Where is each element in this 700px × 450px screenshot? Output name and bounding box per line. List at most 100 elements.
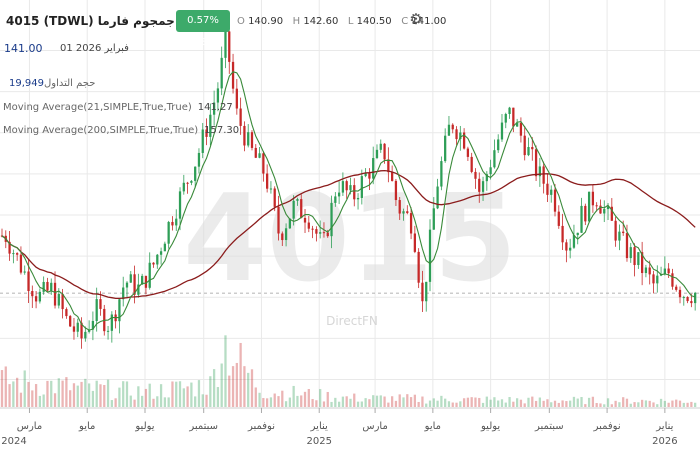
candle-body [417,251,420,283]
candle-body [455,129,458,140]
candle-body [247,132,250,146]
volume-bar [637,402,640,407]
volume-bar [216,387,220,407]
volume-bar [99,384,102,407]
candle-body [337,192,341,197]
candle-body [686,297,689,302]
candle-body [133,274,136,295]
volume-bar [296,395,299,407]
volume-bar [345,396,348,407]
candle-body [629,247,632,259]
candle-body [368,172,371,179]
candle-body [349,185,352,191]
volume-bar [228,375,231,407]
candle-body [99,299,102,309]
candle-body [87,329,91,332]
x-tick-label: مارس [17,421,42,432]
candle-body [387,159,390,173]
indicator-volume[interactable]: حجم التداول19,949 [3,78,95,89]
candle-body [95,299,98,321]
x-year-label: 2026 [652,436,677,447]
volume-bar [141,395,144,407]
volume-bar [606,398,610,407]
volume-bar [254,387,257,407]
volume-bar [266,398,269,407]
volume-bar [587,397,591,407]
candle-body [144,275,148,288]
volume-bar [152,398,155,407]
candle-body [231,61,235,89]
candle-body [137,284,140,295]
volume-bar [398,394,401,407]
volume-bars [0,335,697,407]
candle-body [284,228,288,241]
candle-body [19,254,23,273]
candle-body [356,197,360,200]
volume-bar [603,404,606,407]
volume-bar [686,402,689,407]
last-price: 141.00 [4,42,43,55]
candle-body [167,221,170,244]
volume-bar [284,401,288,407]
candle-body [72,326,76,332]
candle-body [216,88,220,103]
candle-body [406,211,409,214]
candle-body [315,229,318,234]
volume-bar [220,363,223,407]
volume-bar [375,395,379,407]
volume-bar [118,387,121,407]
volume-bar [159,384,163,407]
candle-body [194,166,197,181]
volume-bar [633,402,636,407]
indicator-ma200[interactable]: Moving Average(200,SIMPLE,True,True) 157.… [3,125,239,136]
candle-body [633,247,636,266]
x-year-label: 2024 [1,436,26,447]
volume-bar [171,381,174,407]
volume-bar [76,385,79,407]
close-key: C [401,16,409,27]
x-year-label: 2025 [306,436,331,447]
candle-body [345,181,348,191]
volume-bar [326,391,329,407]
volume-bar [614,400,617,407]
candle-body [201,129,204,153]
indicator-ma21[interactable]: Moving Average(21,SIMPLE,True,True) 141.2… [3,102,233,113]
x-tick-label: مارس [362,421,387,432]
candle-body [637,252,640,266]
candle-body [409,213,413,234]
ohlc-readout: O 140.90 H 142.60 L 140.50 C 141.00 [237,16,446,27]
volume-bar [523,403,526,407]
volume-bar [57,378,60,407]
candle-body [69,316,72,327]
volume-bar [652,402,655,407]
volume-bar [383,396,386,407]
candle-body [485,174,488,182]
x-tick-label: يناير [655,421,673,432]
volume-bar [474,397,477,407]
candle-body [281,233,284,241]
volume-bar [417,401,420,407]
candle-body [447,124,451,136]
candle-body [205,129,208,137]
candle-body [53,282,57,306]
candle-body [428,229,432,282]
candle-body [296,199,299,201]
volume-bar [292,385,295,407]
candle-body [129,274,132,283]
volume-bar [372,395,375,407]
change-badge: 0.57%(0.80) [176,10,230,48]
volume-bar [462,398,466,407]
volume-bar [527,397,530,407]
x-tick-label: سبتمبر [534,421,564,432]
candle-body [224,31,227,58]
gear-icon[interactable]: ⚙ [409,10,423,28]
volume-bar [53,393,57,407]
volume-bar [243,366,246,407]
volume-bar [656,404,659,407]
candle-body [239,108,242,126]
volume-bar [436,400,439,407]
volume-bar [553,400,557,407]
volume-bar [69,390,72,407]
candle-body [478,178,481,192]
